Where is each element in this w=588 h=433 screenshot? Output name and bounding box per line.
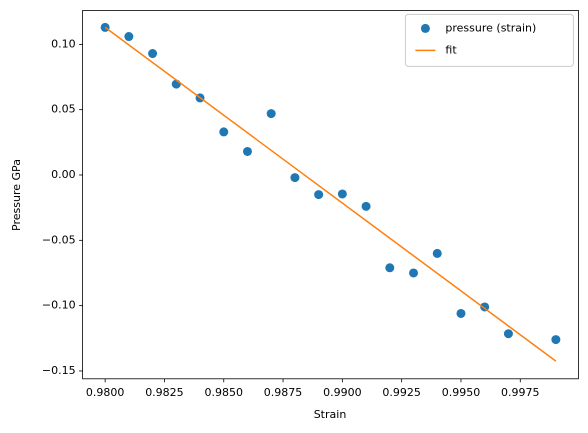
x-tick-label: 0.9875 xyxy=(264,386,303,399)
data-point xyxy=(409,268,419,278)
data-point xyxy=(148,49,158,59)
data-point xyxy=(551,335,561,345)
data-point xyxy=(503,329,513,339)
data-point xyxy=(385,263,395,273)
data-point xyxy=(124,32,134,42)
data-point xyxy=(266,109,276,119)
y-tick-label: −0.10 xyxy=(42,299,76,312)
axes-frame xyxy=(82,9,579,380)
legend-label: pressure (strain) xyxy=(445,21,536,34)
x-tick-label: 0.9925 xyxy=(382,386,421,399)
x-tick-label: 0.9900 xyxy=(323,386,362,399)
y-axis-label: Pressure GPa xyxy=(10,159,23,231)
data-point xyxy=(432,248,442,258)
data-point xyxy=(361,201,371,211)
x-axis-label: Strain xyxy=(314,408,347,421)
y-tick-label: −0.05 xyxy=(42,233,76,246)
legend-box xyxy=(404,13,574,67)
y-tick-label: 0.00 xyxy=(51,168,76,181)
x-tick-label: 0.9825 xyxy=(145,386,184,399)
y-tick-label: −0.15 xyxy=(42,364,76,377)
data-point xyxy=(219,127,229,137)
legend-label: fit xyxy=(445,43,457,56)
y-tick-label: 0.05 xyxy=(51,103,76,116)
y-tick-label: 0.10 xyxy=(51,37,76,50)
fit-line xyxy=(104,26,557,362)
data-point xyxy=(337,189,347,199)
x-tick-label: 0.9850 xyxy=(204,386,243,399)
data-point xyxy=(314,190,324,200)
data-point xyxy=(456,308,466,318)
x-tick-label: 0.9975 xyxy=(501,386,540,399)
legend-marker xyxy=(420,23,430,33)
data-point xyxy=(290,173,300,183)
data-point xyxy=(242,146,252,156)
x-tick-label: 0.9800 xyxy=(86,386,125,399)
x-tick-label: 0.9950 xyxy=(442,386,481,399)
